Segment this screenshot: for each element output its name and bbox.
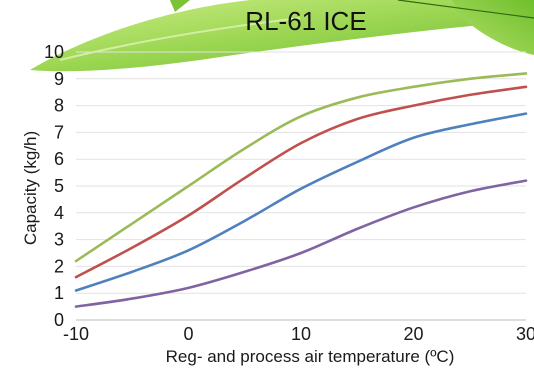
x-tick-label: 10 bbox=[291, 324, 311, 344]
y-tick-label: 1 bbox=[54, 283, 64, 303]
y-tick-labels: 0 1 2 3 4 5 6 7 8 9 10 bbox=[44, 42, 64, 330]
x-tick-label: 30 bbox=[516, 324, 534, 344]
y-tick-label: 9 bbox=[54, 69, 64, 89]
y-tick-label: 0 bbox=[54, 310, 64, 330]
series-line-1 bbox=[74, 72, 528, 263]
leaf-decoration bbox=[30, 0, 534, 72]
gridlines bbox=[76, 51, 526, 321]
series-line-2 bbox=[74, 85, 528, 279]
series-line-3 bbox=[74, 112, 528, 292]
chart-title: RL-61 ICE bbox=[245, 6, 366, 36]
y-tick-label: 7 bbox=[54, 122, 64, 142]
y-tick-label: 3 bbox=[54, 230, 64, 250]
y-tick-label: 5 bbox=[54, 176, 64, 196]
y-tick-label: 2 bbox=[54, 256, 64, 276]
y-axis-label: Capacity (kg/h) bbox=[21, 131, 40, 245]
series-line-4 bbox=[74, 179, 528, 308]
x-tick-label: 0 bbox=[183, 324, 193, 344]
y-tick-label: 8 bbox=[54, 96, 64, 116]
y-tick-label: 6 bbox=[54, 149, 64, 169]
y-tick-label: 4 bbox=[54, 203, 64, 223]
x-axis-label: Reg- and process air temperature (ºC) bbox=[166, 347, 455, 366]
series-lines bbox=[74, 72, 528, 308]
x-tick-labels: -10 0 10 20 30 bbox=[63, 324, 534, 344]
y-tick-label: 10 bbox=[44, 42, 64, 62]
x-tick-label: 20 bbox=[403, 324, 423, 344]
x-tick-label: -10 bbox=[63, 324, 89, 344]
